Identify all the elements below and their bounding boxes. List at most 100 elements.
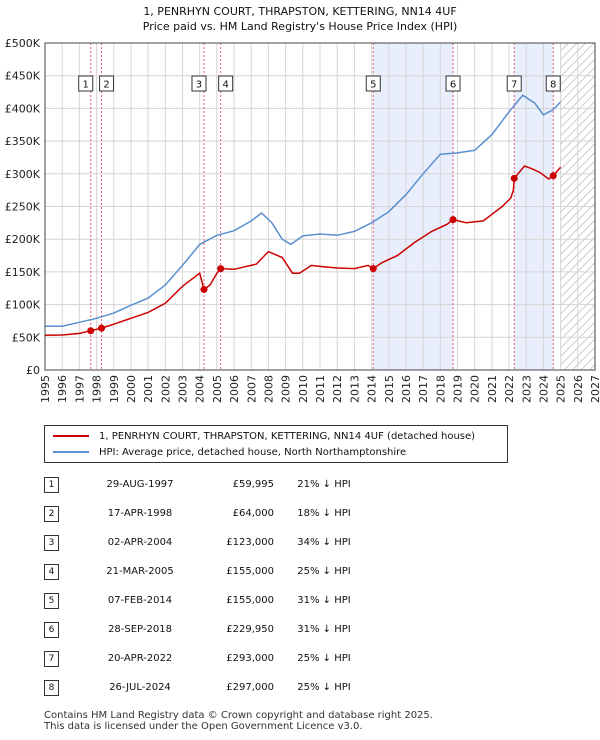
x-tick-label: 2013 [348,375,361,403]
sale-label: 1 [83,80,89,91]
x-tick-label: 2009 [280,375,293,403]
sale-hpi-delta: 25% ↓ HPI [297,566,351,577]
sale-number-cell: 2 [44,499,86,528]
sale-hpi-delta-cell: 31% ↓ HPI [274,586,374,615]
sale-point [87,327,95,335]
sale-row: 3 02-APR-2004 £123,000 34% ↓ HPI [44,528,374,557]
sale-number-cell: 7 [44,644,86,673]
sale-number-cell: 6 [44,615,86,644]
legend-label-property: 1, PENRHYN COURT, THRAPSTON, KETTERING, … [99,430,476,442]
x-tick-label: 1995 [39,375,52,403]
sale-label: 3 [196,80,202,91]
sale-date-cell: 20-APR-2022 [86,644,194,673]
sale-row: 5 07-FEB-2014 £155,000 31% ↓ HPI [44,586,374,615]
sale-hpi-delta-cell: 21% ↓ HPI [274,470,374,499]
hpi-line [45,94,562,327]
chart-title: 1, PENRHYN COURT, THRAPSTON, KETTERING, … [0,4,600,34]
y-tick-label: £400K [5,102,41,115]
legend-entry-hpi: HPI: Average price, detached house, Nort… [53,444,406,460]
legend: 1, PENRHYN COURT, THRAPSTON, KETTERING, … [44,425,508,463]
y-tick-label: £450K [5,70,41,83]
sale-hpi-delta: 31% ↓ HPI [297,595,351,606]
x-tick-label: 2005 [211,375,224,403]
sale-number: 2 [44,505,59,522]
sale-label-box [365,75,381,92]
sale-hpi-delta: 25% ↓ HPI [297,653,351,664]
x-tick-label: 2022 [503,375,516,403]
sale-hpi-delta: 34% ↓ HPI [297,537,351,548]
y-tick-label: £150K [5,266,41,279]
x-tick-label: 2006 [228,375,241,403]
sale-number: 1 [44,476,59,493]
sale-date: 28-SEP-2018 [108,624,172,635]
sale-price: £155,000 [226,595,274,606]
sale-number: 7 [44,650,59,667]
sale-point [200,286,208,294]
property-price-line [44,165,562,337]
sale-point [510,174,518,182]
sale-date-cell: 28-SEP-2018 [86,615,194,644]
sale-date-cell: 07-FEB-2014 [86,586,194,615]
sale-date-cell: 26-JUL-2024 [86,673,194,702]
sale-row: 2 17-APR-1998 £64,000 18% ↓ HPI [44,499,374,528]
sale-number-cell: 8 [44,673,86,702]
x-tick-label: 2003 [177,375,190,403]
sale-date: 17-APR-1998 [107,508,173,519]
x-tick-label: 2024 [537,375,550,403]
sale-price-cell: £155,000 [194,586,274,615]
sale-date-cell: 21-MAR-2005 [86,557,194,586]
sale-row: 6 28-SEP-2018 £229,950 31% ↓ HPI [44,615,374,644]
sale-hpi-delta: 25% ↓ HPI [297,682,351,693]
sale-label-box [99,75,115,92]
sale-hpi-delta-cell: 25% ↓ HPI [274,644,374,673]
footer-licence: This data is licensed under the Open Gov… [44,721,363,732]
sale-date: 20-APR-2022 [107,653,173,664]
y-tick-label: £200K [5,233,41,246]
sale-date: 02-APR-2004 [107,537,173,548]
x-tick-label: 2004 [194,375,207,403]
legend-swatch-hpi [53,451,89,453]
x-tick-label: 1997 [73,375,86,403]
x-tick-label: 2027 [589,375,600,403]
x-tick-label: 2015 [383,375,396,403]
sale-label: 6 [450,80,456,91]
legend-label-hpi: HPI: Average price, detached house, Nort… [99,446,407,458]
sale-label-box [545,75,561,92]
sale-price-cell: £297,000 [194,673,274,702]
sale-label-box [218,75,234,92]
sale-price: £59,995 [232,479,274,490]
sale-hpi-delta: 21% ↓ HPI [297,479,351,490]
sale-label-box [506,75,522,92]
sale-number: 3 [44,534,59,551]
sale-date: 07-FEB-2014 [107,595,173,606]
sale-hpi-delta-cell: 25% ↓ HPI [274,557,374,586]
x-tick-label: 2014 [366,375,379,403]
sale-price: £293,000 [226,653,274,664]
sale-hpi-delta-cell: 25% ↓ HPI [274,673,374,702]
sale-label: 7 [511,80,517,91]
sale-row: 1 29-AUG-1997 £59,995 21% ↓ HPI [44,470,374,499]
x-tick-label: 1996 [56,375,69,403]
x-tick-label: 2023 [520,375,533,403]
sale-date-cell: 29-AUG-1997 [86,470,194,499]
sale-label: 2 [103,80,109,91]
sale-point [217,265,225,273]
footer: Contains HM Land Registry data © Crown c… [44,710,433,732]
sales-table: 1 29-AUG-1997 £59,995 21% ↓ HPI 2 17-APR-1998… [44,470,374,702]
sale-number: 8 [44,679,59,696]
legend-entry-property: 1, PENRHYN COURT, THRAPSTON, KETTERING, … [53,428,475,444]
sale-number: 4 [44,563,59,580]
sale-price: £155,000 [226,566,274,577]
sale-price-cell: £293,000 [194,644,274,673]
sale-label: 5 [370,80,376,91]
x-tick-label: 2000 [125,375,138,403]
sale-label-box [78,75,94,92]
sale-number: 6 [44,621,59,638]
footer-copyright: Contains HM Land Registry data © Crown c… [44,710,433,721]
sale-label-box [191,75,207,92]
sale-number-cell: 3 [44,528,86,557]
y-tick-label: £300K [5,168,41,181]
sale-point [549,172,557,180]
y-tick-label: £350K [5,135,41,148]
sale-price-cell: £123,000 [194,528,274,557]
